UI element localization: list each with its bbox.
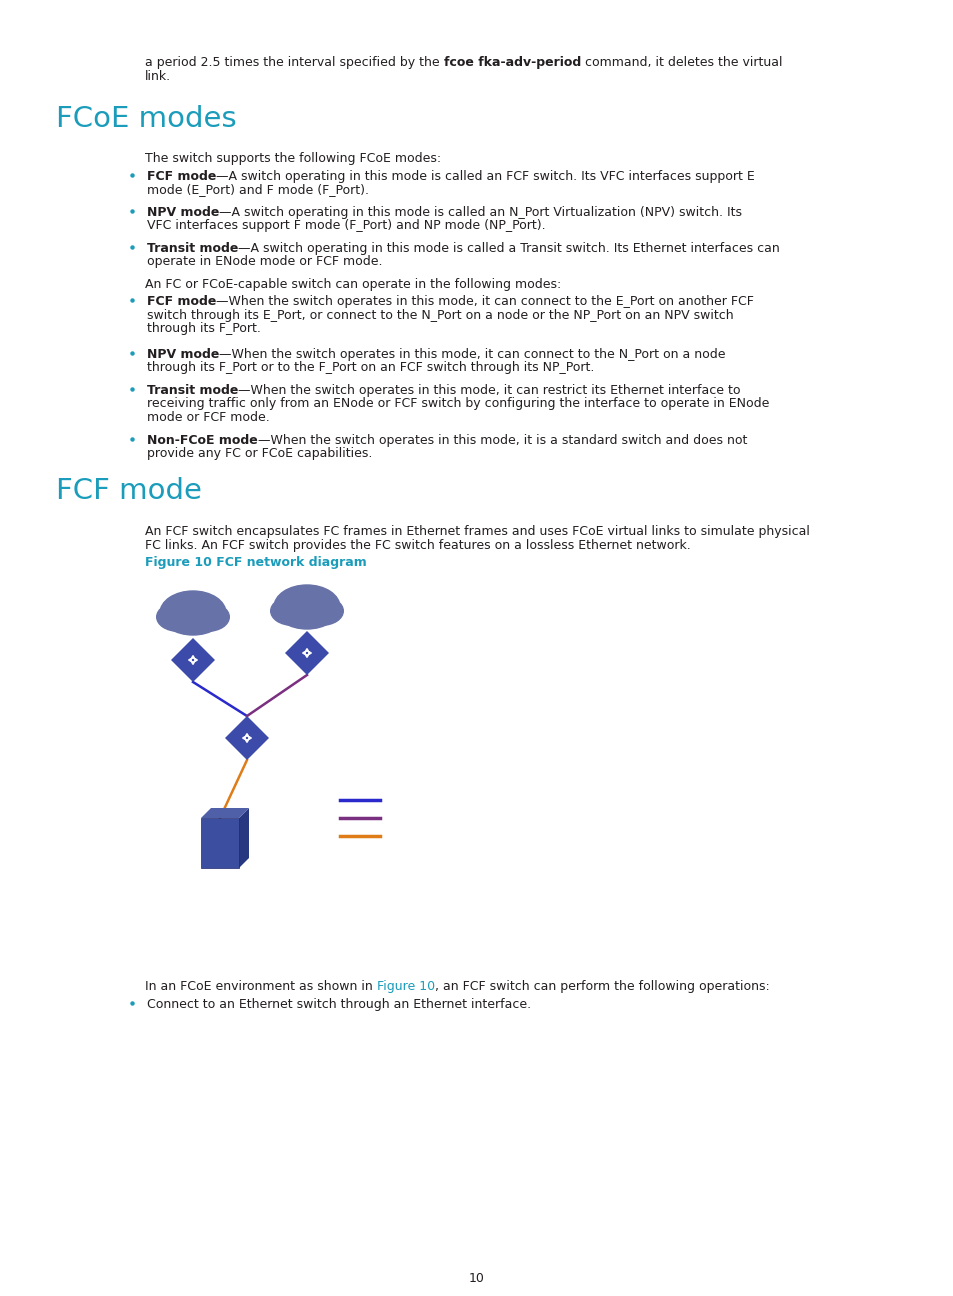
Text: —A switch operating in this mode is called an FCF switch. Its VFC interfaces sup: —A switch operating in this mode is call… bbox=[216, 170, 755, 183]
Text: In an FCoE environment as shown in: In an FCoE environment as shown in bbox=[145, 980, 376, 993]
Text: link.: link. bbox=[145, 70, 171, 83]
Ellipse shape bbox=[186, 603, 229, 631]
Text: VFC interfaces support F mode (F_Port) and NP mode (NP_Port).: VFC interfaces support F mode (F_Port) a… bbox=[147, 219, 545, 232]
Text: FCF mode: FCF mode bbox=[147, 170, 216, 183]
Text: 10: 10 bbox=[469, 1271, 484, 1286]
Ellipse shape bbox=[160, 591, 226, 635]
Text: Transit mode: Transit mode bbox=[147, 242, 238, 255]
Text: FCoE modes: FCoE modes bbox=[56, 105, 236, 133]
Text: —When the switch operates in this mode, it can restrict its Ethernet interface t: —When the switch operates in this mode, … bbox=[238, 384, 740, 397]
FancyBboxPatch shape bbox=[201, 818, 239, 868]
Polygon shape bbox=[285, 631, 329, 675]
Text: Figure 10: Figure 10 bbox=[376, 980, 435, 993]
Text: —When the switch operates in this mode, it can connect to the N_Port on a node: —When the switch operates in this mode, … bbox=[219, 349, 725, 362]
Text: —A switch operating in this mode is called a Transit switch. Its Ethernet interf: —A switch operating in this mode is call… bbox=[238, 242, 780, 255]
Text: Figure 10 FCF network diagram: Figure 10 FCF network diagram bbox=[145, 556, 366, 569]
Ellipse shape bbox=[156, 603, 199, 631]
Ellipse shape bbox=[274, 584, 339, 629]
Text: FCF mode: FCF mode bbox=[147, 295, 216, 308]
Text: Transit mode: Transit mode bbox=[147, 384, 238, 397]
Text: , an FCF switch can perform the following operations:: , an FCF switch can perform the followin… bbox=[435, 980, 769, 993]
Text: provide any FC or FCoE capabilities.: provide any FC or FCoE capabilities. bbox=[147, 447, 372, 460]
Text: An FCF switch encapsulates FC frames in Ethernet frames and uses FCoE virtual li: An FCF switch encapsulates FC frames in … bbox=[145, 525, 809, 538]
Text: The switch supports the following FCoE modes:: The switch supports the following FCoE m… bbox=[145, 152, 440, 165]
Text: Connect to an Ethernet switch through an Ethernet interface.: Connect to an Ethernet switch through an… bbox=[147, 998, 531, 1011]
Text: fcoe fka-adv-period: fcoe fka-adv-period bbox=[443, 56, 580, 69]
Polygon shape bbox=[225, 715, 269, 759]
Polygon shape bbox=[239, 807, 249, 868]
Ellipse shape bbox=[271, 596, 314, 625]
Text: —A switch operating in this mode is called an N_Port Virtualization (NPV) switch: —A switch operating in this mode is call… bbox=[219, 206, 741, 219]
Text: Non-FCoE mode: Non-FCoE mode bbox=[147, 434, 257, 447]
Text: —When the switch operates in this mode, it is a standard switch and does not: —When the switch operates in this mode, … bbox=[257, 434, 746, 447]
Polygon shape bbox=[171, 638, 214, 682]
Text: —When the switch operates in this mode, it can connect to the E_Port on another : —When the switch operates in this mode, … bbox=[216, 295, 754, 308]
Ellipse shape bbox=[286, 607, 314, 626]
Text: command, it deletes the virtual: command, it deletes the virtual bbox=[580, 56, 781, 69]
Polygon shape bbox=[201, 807, 249, 818]
Text: switch through its E_Port, or connect to the N_Port on a node or the NP_Port on : switch through its E_Port, or connect to… bbox=[147, 308, 733, 321]
Text: FC links. An FCF switch provides the FC switch features on a lossless Ethernet n: FC links. An FCF switch provides the FC … bbox=[145, 539, 690, 552]
Text: An FC or FCoE-capable switch can operate in the following modes:: An FC or FCoE-capable switch can operate… bbox=[145, 279, 560, 292]
Text: through its F_Port or to the F_Port on an FCF switch through its NP_Port.: through its F_Port or to the F_Port on a… bbox=[147, 362, 594, 375]
Ellipse shape bbox=[172, 612, 199, 632]
Ellipse shape bbox=[300, 596, 343, 625]
Text: FCF mode: FCF mode bbox=[56, 477, 202, 505]
Text: mode or FCF mode.: mode or FCF mode. bbox=[147, 411, 270, 424]
Text: NPV mode: NPV mode bbox=[147, 349, 219, 362]
Ellipse shape bbox=[300, 607, 328, 626]
Text: NPV mode: NPV mode bbox=[147, 206, 219, 219]
Text: through its F_Port.: through its F_Port. bbox=[147, 321, 260, 334]
Ellipse shape bbox=[186, 612, 213, 632]
Text: receiving traffic only from an ENode or FCF switch by configuring the interface : receiving traffic only from an ENode or … bbox=[147, 398, 768, 411]
Text: mode (E_Port) and F mode (F_Port).: mode (E_Port) and F mode (F_Port). bbox=[147, 184, 369, 197]
Text: a period 2.5 times the interval specified by the: a period 2.5 times the interval specifie… bbox=[145, 56, 443, 69]
Text: operate in ENode mode or FCF mode.: operate in ENode mode or FCF mode. bbox=[147, 255, 382, 268]
